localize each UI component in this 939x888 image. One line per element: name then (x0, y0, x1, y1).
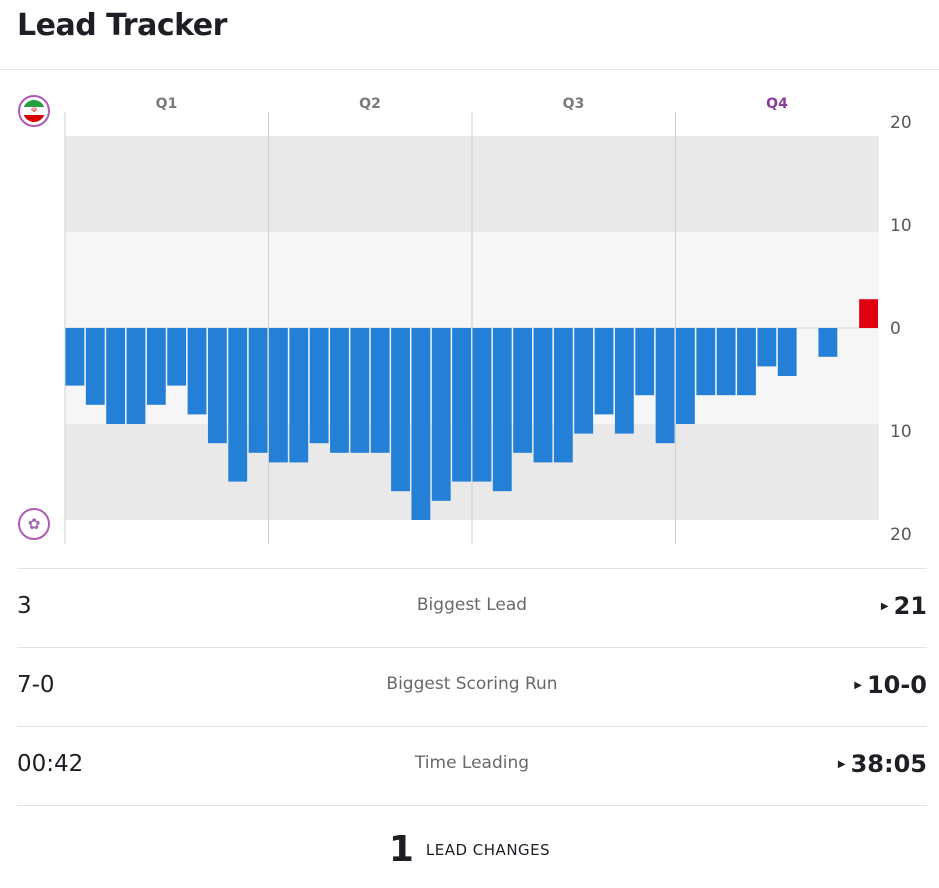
lead-bar-bottom-team (737, 328, 756, 396)
lead-bar-bottom-team (106, 328, 126, 424)
lead-bar-bottom-team (187, 328, 207, 415)
leader-caret-icon: ▶ (837, 758, 846, 770)
lead-bar-bottom-team (248, 328, 268, 453)
stat-label-biggest-run: Biggest Scoring Run (386, 674, 558, 694)
lead-bar-bottom-team (696, 328, 716, 396)
lead-bar-bottom-team (330, 328, 349, 453)
stat-row-biggest-lead: 3 Biggest Lead ▶ 21 (17, 568, 927, 648)
stats-divider (17, 805, 927, 806)
lead-bar-bottom-team (370, 328, 390, 453)
lead-bar-bottom-team (85, 328, 105, 405)
bottom-team-logo[interactable]: ✿ (18, 508, 50, 540)
lead-chart-svg: Q1 Q2 Q3 Q4 20 10 0 10 20 (64, 96, 912, 545)
quarter-label-q1: Q1 (156, 96, 178, 112)
lead-bar-bottom-team (207, 328, 227, 444)
lead-bar-bottom-team (716, 328, 736, 396)
lead-bar-bottom-team (350, 328, 370, 453)
lead-bar-bottom-team (513, 328, 533, 453)
bottom-team-time-leading-value: 38:05 (850, 750, 927, 778)
lead-bar-bottom-team (553, 328, 573, 463)
quarter-label-q4: Q4 (766, 96, 788, 112)
top-team-logo[interactable]: ☫ (18, 95, 50, 127)
bottom-team-time-leading: ▶ 38:05 (838, 750, 927, 778)
lead-changes-count: 1 (388, 829, 414, 870)
bottom-team-biggest-lead: ▶ 21 (881, 592, 927, 620)
lead-changes-label: LEAD CHANGES (425, 841, 551, 859)
stat-row-biggest-scoring-run: 7-0 Biggest Scoring Run ▶ 10-0 (17, 647, 927, 727)
lead-bar-bottom-team (655, 328, 675, 444)
leader-caret-icon: ▶ (854, 679, 862, 691)
y-tick-label: 20 (890, 113, 912, 133)
top-team-time-leading: 00:42 (17, 751, 84, 777)
lead-bar-bottom-team (676, 328, 695, 424)
lead-bar-bottom-team (65, 328, 85, 386)
lead-bar-top-team (859, 299, 878, 328)
y-tick-label: 20 (890, 525, 912, 545)
iran-flag-icon: ☫ (23, 100, 45, 122)
lead-changes: 1 LEAD CHANGES (0, 832, 939, 868)
lead-bar-bottom-team (126, 328, 146, 424)
lead-bar-bottom-team (309, 328, 329, 444)
lead-bar-bottom-team (228, 328, 248, 482)
lead-bar-bottom-team (757, 328, 777, 367)
bottom-team-biggest-run-value: 10-0 (866, 671, 927, 699)
lead-bar-bottom-team (431, 328, 451, 501)
lead-bar-bottom-team (818, 328, 838, 357)
lead-bar-bottom-team (594, 328, 614, 415)
lead-bar-bottom-team (492, 328, 512, 492)
leader-caret-icon: ▶ (880, 600, 889, 612)
title-divider (0, 69, 939, 70)
team-emblem-icon: ✿ (27, 514, 41, 533)
stat-label-biggest-lead: Biggest Lead (416, 595, 528, 615)
lead-bar-bottom-team (777, 328, 797, 376)
quarter-label-q2: Q2 (359, 96, 381, 112)
lead-bar-bottom-team (533, 328, 553, 463)
lead-bar-bottom-team (635, 328, 655, 396)
lead-bar-bottom-team (391, 328, 410, 492)
lead-bar-bottom-team (146, 328, 166, 405)
lead-bar-bottom-team (411, 328, 431, 520)
lead-bar-bottom-team (167, 328, 187, 386)
lead-bar-bottom-team (452, 328, 471, 482)
page-title: Lead Tracker (17, 8, 227, 43)
lead-bar-bottom-team (269, 328, 288, 463)
lead-bar-bottom-team (614, 328, 634, 434)
lead-bar-bottom-team (472, 328, 492, 482)
top-team-biggest-lead: 3 (17, 593, 32, 619)
y-tick-label: 10 (890, 216, 912, 236)
lead-bar-bottom-team (289, 328, 309, 463)
y-tick-label: 0 (890, 319, 901, 339)
bottom-team-biggest-lead-value: 21 (893, 592, 927, 620)
quarter-label-q3: Q3 (563, 96, 585, 112)
bottom-team-biggest-run: ▶ 10-0 (854, 671, 927, 699)
stat-label-time-leading: Time Leading (414, 753, 530, 773)
stat-row-time-leading: 00:42 Time Leading ▶ 38:05 (17, 726, 927, 806)
lead-bar-bottom-team (574, 328, 594, 434)
lead-tracker-chart: Q1 Q2 Q3 Q4 20 10 0 10 20 ☫ ✿ (0, 70, 939, 560)
y-tick-label: 10 (890, 422, 912, 442)
top-team-biggest-run: 7-0 (17, 672, 55, 698)
